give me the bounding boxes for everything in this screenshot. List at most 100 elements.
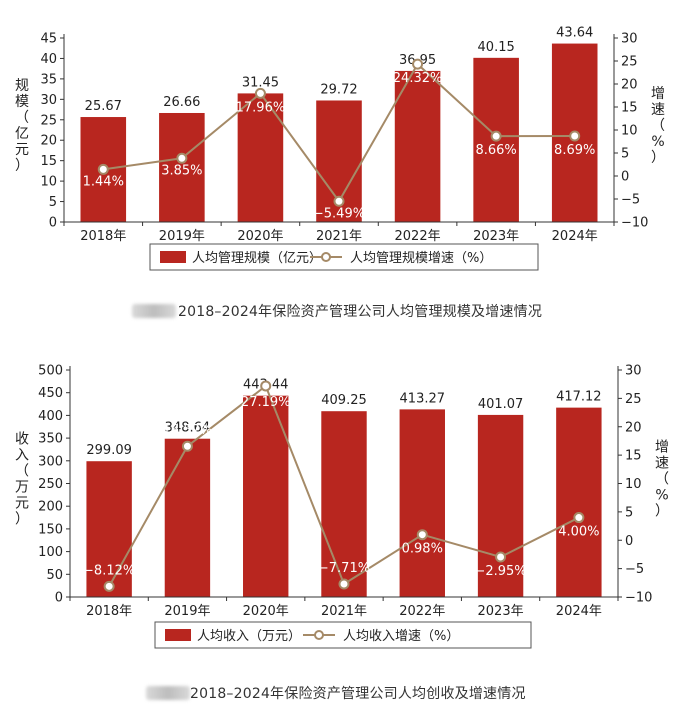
y-left-tick-label: 450 (38, 386, 63, 401)
growth-value-label: 1.44% (83, 174, 124, 189)
x-tick-label: 2024年 (552, 229, 598, 244)
y-left-axis-title: 收入（万元） (15, 432, 29, 528)
y-left-tick-label: 200 (38, 500, 63, 515)
y-right-tick-label: 30 (625, 364, 642, 379)
y-right-axis-title: 增速（%） (651, 86, 665, 166)
y-right-tick-label: 10 (625, 477, 642, 492)
chart-1-caption: 2018–2024年保险资产管理公司人均管理规模及增速情况 (178, 304, 543, 320)
x-tick-label: 2022年 (399, 604, 445, 619)
y-left-tick-label: 100 (38, 545, 63, 560)
y-right-tick-label: 25 (625, 392, 642, 407)
legend-box (149, 243, 539, 271)
bar-value-label: 40.15 (478, 40, 515, 55)
y-right-tick-label: −10 (625, 591, 652, 606)
growth-value-label: 27.19% (241, 395, 291, 410)
y-left-tick-label: 400 (38, 409, 63, 424)
x-tick-label: 2023年 (478, 604, 524, 619)
growth-point-2020年 (254, 87, 266, 99)
y-left-tick-label: 30 (40, 93, 57, 108)
y-left-tick-label: 0 (55, 591, 63, 606)
bar-2020年 (243, 395, 289, 597)
x-tick-label: 2021年 (316, 229, 362, 244)
bar-value-label: 417.12 (556, 390, 602, 405)
growth-value-label: −7.71% (318, 561, 370, 576)
growth-value-label: 8.69% (554, 143, 595, 158)
x-tick-label: 2020年 (243, 604, 289, 619)
x-tick-label: 2024年 (556, 604, 602, 619)
bar-value-label: 26.66 (163, 95, 200, 110)
bar-value-label: 299.09 (86, 443, 132, 458)
x-tick-label: 2018年 (86, 604, 132, 619)
y-right-tick-label: 5 (625, 505, 633, 520)
bar-value-label: 409.25 (321, 393, 367, 408)
y-left-tick-label: 15 (40, 154, 57, 169)
growth-point-2019年 (181, 440, 193, 452)
growth-value-label: 4.00% (558, 525, 599, 540)
bar-value-label: 31.45 (242, 75, 279, 90)
growth-value-label: 3.85% (161, 163, 202, 178)
growth-point-2024年 (569, 130, 581, 142)
growth-value-label: 0.98% (402, 542, 443, 557)
growth-point-2021年 (333, 195, 345, 207)
y-right-tick-label: 5 (621, 147, 629, 162)
y-right-tick-label: 20 (625, 420, 642, 435)
growth-point-2021年 (338, 578, 350, 590)
y-left-tick-label: 35 (40, 72, 57, 87)
chart-revenue-per-capita: 299.09348.64443.44409.25413.27401.07417.… (15, 364, 669, 649)
y-left-tick-label: 500 (38, 364, 63, 379)
x-tick-label: 2019年 (159, 229, 205, 244)
y-left-tick-label: 10 (40, 175, 57, 190)
y-left-tick-label: 20 (40, 134, 57, 149)
y-right-tick-label: 0 (625, 534, 633, 549)
growth-value-label: −2.95% (474, 564, 526, 579)
bar-value-label: 25.67 (85, 99, 122, 114)
y-left-tick-label: 50 (46, 568, 63, 583)
bar-2021年 (321, 411, 367, 597)
y-right-tick-label: −10 (621, 216, 648, 231)
legend-line-marker (314, 630, 324, 640)
growth-point-2022年 (416, 529, 428, 541)
y-left-tick-label: 0 (49, 216, 57, 231)
legend-line-label: 人均收入增速（%） (343, 629, 459, 644)
bar-2019年 (159, 112, 205, 222)
y-right-axis-title: 增速（%） (655, 440, 669, 520)
y-left-tick-label: 40 (40, 52, 57, 67)
bar-2022年 (399, 409, 445, 597)
growth-value-label: −8.12% (83, 563, 135, 578)
bar-value-label: 29.72 (320, 82, 357, 97)
growth-point-2020年 (260, 380, 272, 392)
x-tick-label: 2023年 (473, 229, 519, 244)
legend-line-label: 人均管理规模增速（%） (350, 251, 492, 266)
y-right-tick-label: 25 (621, 55, 638, 70)
blurred-logo (146, 686, 190, 700)
y-left-tick-label: 25 (40, 113, 57, 128)
bar-2019年 (164, 438, 211, 597)
y-right-tick-label: 15 (621, 101, 638, 116)
y-left-tick-label: 150 (38, 522, 63, 537)
y-left-tick-label: 350 (38, 432, 63, 447)
legend-bar-swatch (165, 629, 191, 641)
growth-value-label: 8.66% (475, 143, 516, 158)
legend-bar-label: 人均管理规模（亿元） (192, 251, 322, 266)
legend-bar-label: 人均收入（万元） (197, 629, 301, 644)
chart-management-scale: 25.6726.6631.4529.7236.9540.1543.642018年… (15, 26, 665, 271)
bar-value-label: 43.64 (556, 26, 593, 41)
growth-point-2018年 (103, 580, 115, 592)
growth-point-2022年 (412, 58, 424, 70)
growth-value-label: 17.96% (236, 100, 286, 115)
blurred-logo (132, 304, 176, 318)
legend-box (154, 621, 532, 649)
legend-line-marker (321, 252, 331, 262)
growth-value-label: 24.32% (393, 71, 443, 86)
x-tick-label: 2020年 (237, 229, 283, 244)
y-right-tick-label: 10 (621, 124, 638, 139)
legend-bar-swatch (160, 251, 186, 263)
bar-value-label: 413.27 (400, 391, 446, 406)
bar-value-label: 401.07 (478, 397, 524, 412)
y-right-tick-label: 0 (621, 170, 629, 185)
bar-2018年 (86, 461, 132, 597)
y-right-tick-label: 20 (621, 78, 638, 93)
y-right-tick-label: −5 (625, 562, 644, 577)
x-tick-label: 2021年 (321, 604, 367, 619)
chart-2-caption: 2018–2024年保险资产管理公司人均创收及增速情况 (190, 686, 526, 702)
